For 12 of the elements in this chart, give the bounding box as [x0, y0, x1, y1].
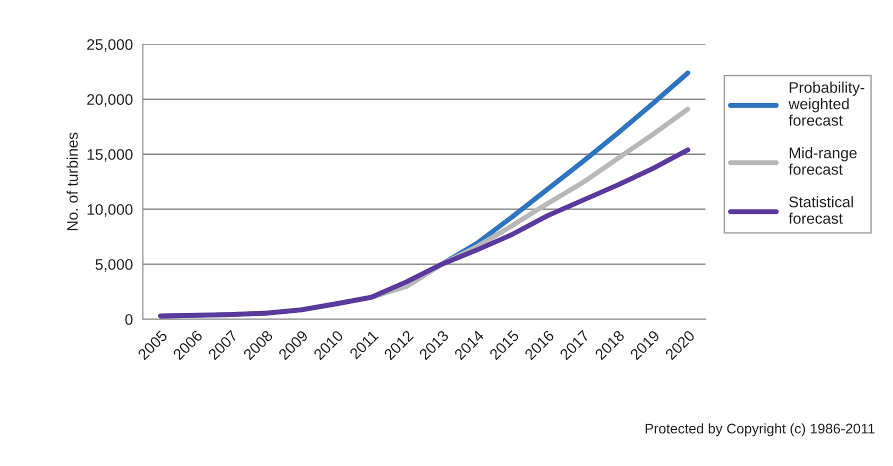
y-axis-title: No. of turbines: [66, 132, 78, 230]
y-tick-label: 5,000: [96, 259, 133, 272]
y-tick-label: 10,000: [88, 204, 133, 217]
y-tick-label: 0: [125, 314, 133, 325]
text: Protected by Copyright (c) 1986-2011: [646, 423, 874, 436]
legend-label: Probability- weighted forecast: [788, 82, 864, 126]
y-tick-label: 15,000: [88, 149, 133, 162]
legend-label: Mid-range forecast: [788, 147, 857, 175]
legend-label: Statistical forecast: [788, 196, 853, 224]
line-series: [158, 147, 690, 318]
y-tick-label: 20,000: [87, 94, 133, 107]
y-tick-label: 25,000: [87, 39, 133, 52]
